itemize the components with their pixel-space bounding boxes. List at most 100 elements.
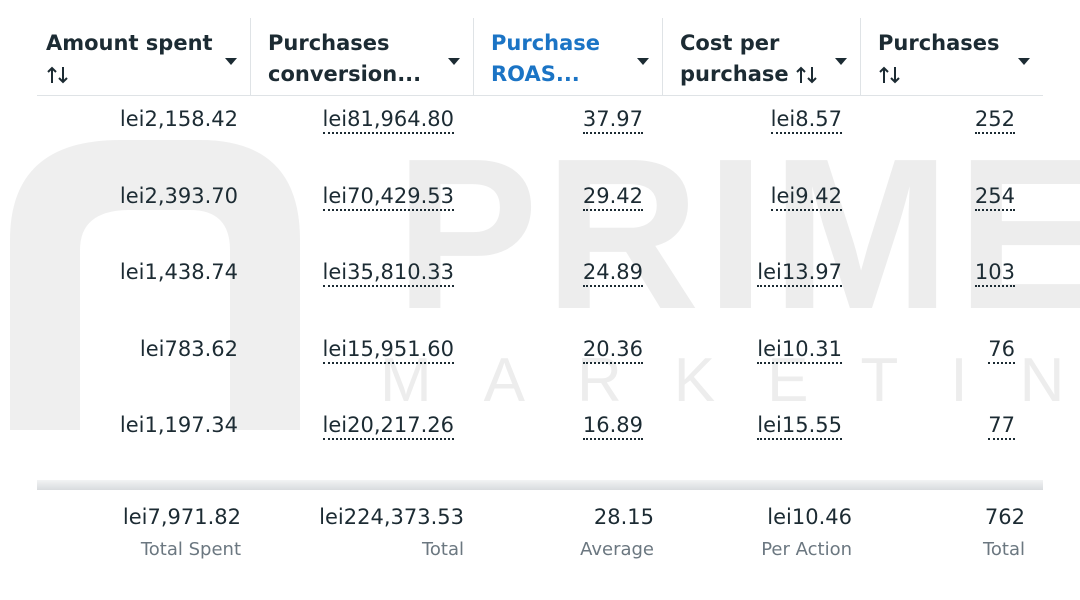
header-line: conversion... bbox=[268, 62, 422, 86]
table-cell: lei783.62 bbox=[140, 337, 238, 361]
table-cell: lei13.97 bbox=[757, 260, 842, 287]
column-header[interactable]: Purchases bbox=[878, 28, 1000, 90]
cell-value[interactable]: 77 bbox=[988, 413, 1015, 440]
sort-icon[interactable] bbox=[795, 65, 819, 85]
table-cell: lei1,438.74 bbox=[120, 260, 238, 284]
table-cell: lei81,964.80 bbox=[322, 107, 454, 134]
cell-value[interactable]: 103 bbox=[974, 260, 1015, 287]
cell-value[interactable]: 16.89 bbox=[582, 413, 643, 440]
cell-value: lei2,393.70 bbox=[119, 183, 238, 208]
table-cell: 77 bbox=[988, 413, 1015, 440]
sort-icon[interactable] bbox=[46, 65, 70, 85]
total-value: 28.15 bbox=[593, 505, 654, 529]
header-icons bbox=[878, 59, 1000, 90]
cell-value[interactable]: lei20,217.26 bbox=[322, 413, 454, 440]
header-text: Purchases bbox=[268, 28, 421, 59]
table-cell: lei10.31 bbox=[757, 336, 842, 364]
column-header[interactable]: Purchase ROAS... bbox=[491, 28, 600, 90]
table-cell: lei20,217.26 bbox=[322, 413, 454, 440]
total-value: lei224,373.53 bbox=[319, 505, 464, 529]
table-cell: lei15.55 bbox=[757, 413, 842, 440]
total-value: lei7,971.82 bbox=[122, 505, 241, 529]
cell-value[interactable]: lei15,951.60 bbox=[322, 336, 454, 364]
table-cell: 24.89 bbox=[582, 260, 643, 287]
cell-value[interactable]: lei9.42 bbox=[770, 183, 842, 211]
cell-value[interactable]: lei81,964.80 bbox=[322, 107, 454, 134]
column-menu[interactable] bbox=[224, 56, 238, 66]
column-menu[interactable] bbox=[1017, 56, 1031, 66]
cell-value[interactable]: 29.42 bbox=[582, 183, 643, 211]
table-cell: lei1,197.34 bbox=[120, 413, 238, 437]
header-line: ROAS... bbox=[491, 62, 580, 86]
cell-value[interactable]: lei8.57 bbox=[770, 107, 842, 134]
cell-value: lei2,158.42 bbox=[119, 107, 238, 131]
table-cell: lei2,393.70 bbox=[120, 184, 238, 208]
header-text: ROAS... bbox=[491, 59, 600, 90]
table-cell: 37.97 bbox=[582, 107, 643, 134]
watermark-logo bbox=[10, 140, 300, 430]
total-label: Total Spent bbox=[140, 539, 241, 560]
total-label: Total bbox=[421, 539, 464, 560]
cell-value[interactable]: lei10.31 bbox=[757, 336, 842, 364]
header-line: purchase bbox=[680, 62, 789, 86]
column-divider bbox=[662, 18, 663, 95]
header-line: Cost per bbox=[680, 31, 780, 55]
table-cell: 76 bbox=[988, 336, 1015, 364]
table-cell: 20.36 bbox=[582, 336, 643, 364]
table-cell: lei9.42 bbox=[770, 183, 842, 211]
cell-value[interactable]: 254 bbox=[974, 183, 1015, 211]
header-line: Purchase bbox=[491, 31, 601, 55]
cell-value[interactable]: 24.89 bbox=[582, 260, 643, 287]
header-text: purchase bbox=[680, 59, 819, 90]
totals-divider bbox=[37, 480, 1043, 490]
header-icons bbox=[46, 59, 213, 90]
cell-value[interactable]: lei13.97 bbox=[757, 260, 842, 287]
cell-value: lei1,197.34 bbox=[119, 413, 238, 437]
table-cell: lei70,429.53 bbox=[322, 183, 454, 211]
column-divider bbox=[860, 18, 861, 95]
header-line: Purchases bbox=[268, 31, 390, 55]
watermark-subtitle: MARKETING bbox=[380, 346, 1080, 415]
total-label: Per Action bbox=[761, 539, 852, 560]
cell-value[interactable]: lei35,810.33 bbox=[322, 260, 454, 287]
total-label: Total bbox=[982, 539, 1025, 560]
header-text: conversion... bbox=[268, 59, 421, 90]
header-border bbox=[37, 95, 1043, 96]
header-text: Amount spent bbox=[46, 28, 213, 59]
column-header[interactable]: Cost per purchase bbox=[680, 28, 819, 90]
total-label: Average bbox=[580, 539, 654, 560]
cell-value[interactable]: 37.97 bbox=[582, 107, 643, 134]
table-cell: 29.42 bbox=[582, 183, 643, 211]
table-cell: lei8.57 bbox=[770, 107, 842, 134]
header-line: Amount spent bbox=[46, 31, 213, 55]
column-header[interactable]: Amount spent bbox=[46, 28, 213, 90]
table-cell: 252 bbox=[974, 107, 1015, 134]
table-cell: lei2,158.42 bbox=[120, 107, 238, 131]
watermark-title: PRIME bbox=[395, 113, 1080, 354]
header-text: Purchase bbox=[491, 28, 600, 59]
table-cell: 254 bbox=[974, 183, 1015, 211]
column-menu[interactable] bbox=[636, 56, 650, 66]
total-value: 762 bbox=[984, 505, 1025, 529]
header-text: Cost per bbox=[680, 28, 819, 59]
cell-value[interactable]: 20.36 bbox=[582, 336, 643, 364]
table-cell: lei35,810.33 bbox=[322, 260, 454, 287]
column-header[interactable]: Purchases conversion... bbox=[268, 28, 421, 90]
cell-value[interactable]: lei70,429.53 bbox=[322, 183, 454, 211]
sort-icon[interactable] bbox=[878, 65, 902, 85]
column-divider bbox=[473, 18, 474, 95]
cell-value[interactable]: lei15.55 bbox=[757, 413, 842, 440]
cell-value: lei1,438.74 bbox=[119, 260, 238, 284]
cell-value[interactable]: 76 bbox=[988, 336, 1015, 364]
total-value: lei10.46 bbox=[767, 505, 852, 529]
table-cell: 103 bbox=[974, 260, 1015, 287]
cell-value: lei783.62 bbox=[139, 336, 238, 361]
column-divider bbox=[250, 18, 251, 95]
header-text: Purchases bbox=[878, 28, 1000, 59]
header-line: Purchases bbox=[878, 31, 1000, 55]
cell-value[interactable]: 252 bbox=[974, 107, 1015, 134]
column-menu[interactable] bbox=[834, 56, 848, 66]
table-cell: lei15,951.60 bbox=[322, 336, 454, 364]
column-menu[interactable] bbox=[447, 56, 461, 66]
